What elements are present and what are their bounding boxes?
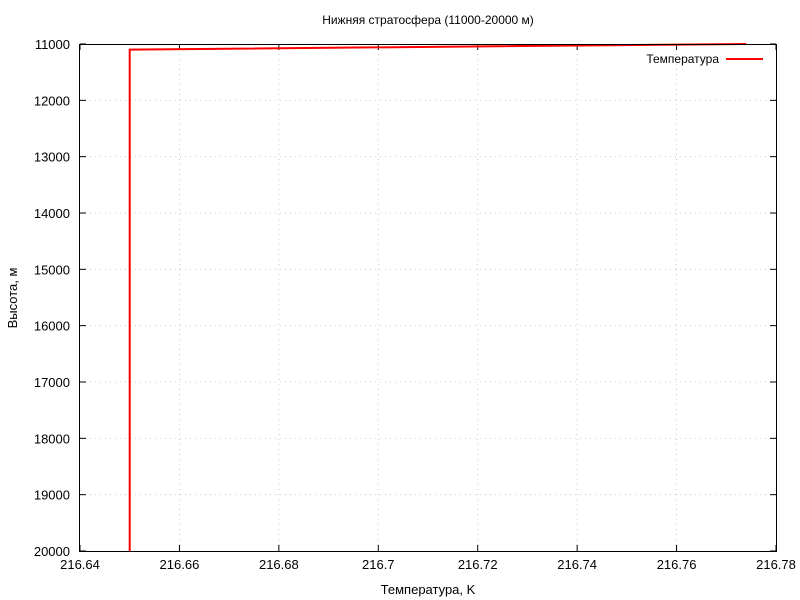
x-axis-title: Температура, K: [381, 582, 476, 597]
chart-title: Нижняя стратосфера (11000-20000 м): [322, 13, 534, 27]
y-tick-label: 19000: [34, 488, 70, 503]
x-tick-label: 216.66: [160, 557, 200, 572]
y-tick-label: 18000: [34, 431, 70, 446]
x-tick-label: 216.76: [657, 557, 697, 572]
y-tick-label: 14000: [34, 206, 70, 221]
plot-frame: [79, 44, 777, 552]
x-tick-label: 216.72: [458, 557, 498, 572]
y-tick-label: 15000: [34, 262, 70, 277]
grid: [80, 44, 776, 551]
legend: Температура: [646, 52, 763, 66]
y-tick-label: 16000: [34, 319, 70, 334]
x-tick-label: 216.7: [362, 557, 395, 572]
y-tick-label: 12000: [34, 93, 70, 108]
x-tick-label: 216.68: [259, 557, 299, 572]
y-tick-label: 11000: [35, 37, 70, 52]
x-tick-label: 216.74: [557, 557, 597, 572]
series-layer: [128, 43, 747, 551]
y-tick-label: 17000: [34, 375, 70, 390]
x-tick-label: 216.78: [756, 557, 796, 572]
x-tick-label: 216.64: [60, 557, 100, 572]
y-tick-label: 20000: [34, 544, 70, 559]
y-tick-label: 13000: [34, 150, 70, 165]
axis-ticks: 216.64 216.66 216.68 216.7 216.72 216.74 216.7…: [34, 37, 796, 572]
y-axis-title: Высота, м: [5, 268, 20, 329]
legend-label: Температура: [646, 52, 719, 66]
series-line-temperature: [128, 43, 747, 551]
